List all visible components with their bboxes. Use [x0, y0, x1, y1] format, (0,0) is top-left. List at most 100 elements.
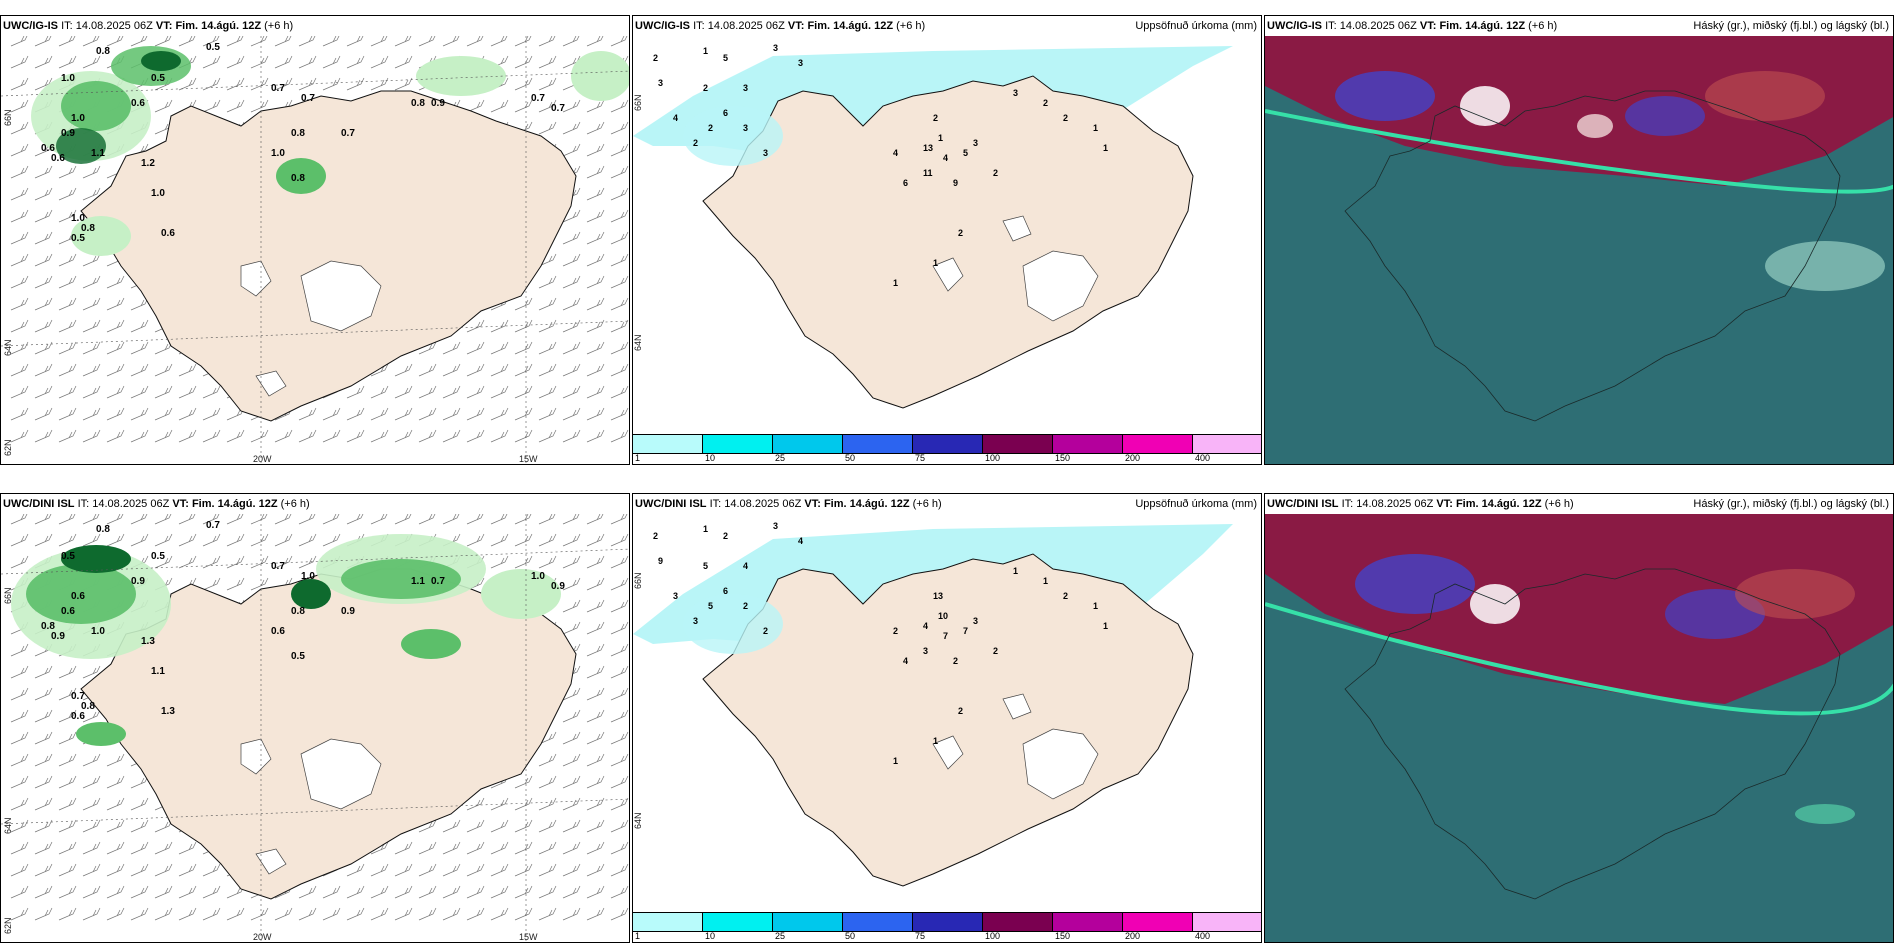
accum-value-label: 1: [1103, 621, 1108, 631]
wind-barb: [346, 885, 365, 899]
wind-barb: [10, 99, 29, 113]
wind-barb: [418, 841, 437, 855]
wind-barb: [586, 407, 605, 421]
colorbar-swatch: [913, 435, 983, 453]
wind-barb: [514, 514, 532, 525]
precip-area: [76, 722, 126, 746]
wind-barb: [490, 514, 508, 525]
accum-value-label: 2: [893, 626, 898, 636]
precip-value-label: 1.0: [301, 571, 315, 582]
wind-barb: [514, 533, 533, 547]
wind-barb: [178, 407, 197, 421]
wind-barb: [58, 514, 76, 525]
wind-barb: [178, 533, 197, 547]
wind-barb: [538, 297, 557, 311]
wind-barb: [586, 363, 605, 377]
wind-barb: [298, 36, 316, 47]
wind-barb: [322, 514, 340, 525]
wind-barb: [154, 841, 173, 855]
wind-barb: [298, 407, 317, 421]
wind-barb: [586, 687, 605, 701]
accum-value-label: 2: [763, 626, 768, 636]
wind-barb: [586, 514, 604, 525]
precip-value-label: 0.9: [51, 631, 65, 642]
wind-barb: [274, 555, 293, 569]
wind-barb: [490, 885, 509, 899]
wind-barb: [610, 907, 629, 921]
wind-barb: [610, 797, 629, 811]
wind-barb: [130, 36, 148, 47]
wind-barb: [130, 407, 149, 421]
wind-barb: [10, 555, 29, 569]
wind-barb: [250, 577, 269, 591]
wind-barb: [82, 429, 101, 443]
wind-barb: [346, 407, 365, 421]
colorbar-label: 400: [1195, 931, 1211, 941]
wind-barb: [34, 885, 53, 899]
iceland-outline: [1344, 568, 1841, 900]
wind-barb: [370, 863, 389, 877]
wind-barb: [82, 775, 101, 789]
wind-barb: [466, 99, 485, 113]
colorbar-swatch: [1053, 913, 1123, 931]
wind-barb: [538, 253, 557, 267]
wind-barb: [154, 907, 173, 921]
wind-barb: [82, 407, 101, 421]
wind-barb: [562, 775, 581, 789]
wind-barb: [610, 319, 629, 333]
glacier: [1022, 728, 1099, 800]
precip-map: 0.8 0.70.5 0.50.90.70.61.00.61.1 0.70.80.9 1…: [1, 514, 629, 942]
wind-barb: [178, 363, 197, 377]
precip-value-label: 0.8: [81, 223, 95, 234]
wind-barb: [106, 385, 125, 399]
wind-barb: [154, 863, 173, 877]
wind-barb: [370, 385, 389, 399]
wind-barb: [130, 907, 149, 921]
wind-barb: [538, 363, 557, 377]
precip-value-label: 0.7: [551, 103, 565, 114]
wind-barb: [178, 514, 196, 525]
cloud-map: [1265, 36, 1893, 464]
panel-title: UWC/IG-IS IT: 14.08.2025 06Z VT: Fim. 14…: [635, 20, 926, 32]
wind-barb: [346, 77, 365, 91]
wind-barb: [418, 36, 436, 47]
wind-barb: [58, 363, 77, 377]
high-cloud-band: [1265, 36, 1893, 186]
accum-value-label: 6: [723, 586, 728, 596]
wind-barb: [514, 555, 533, 569]
wind-barb: [34, 231, 53, 245]
mid-cloud: [1355, 554, 1475, 614]
wind-barb: [178, 429, 197, 443]
colorbar-label: 150: [1055, 931, 1071, 941]
glacier: [300, 260, 382, 332]
wind-barb: [370, 77, 389, 91]
wind-barb: [106, 775, 125, 789]
precip-value-label: 0.9: [61, 128, 75, 139]
wind-barb: [202, 77, 221, 91]
precip-value-label: 1.0: [71, 113, 85, 124]
precip-value-label: 0.8: [41, 621, 55, 632]
wind-barb: [34, 863, 53, 877]
wind-barb: [202, 907, 221, 921]
wind-barb: [586, 863, 605, 877]
colorbar-label: 150: [1055, 453, 1071, 463]
wind-barb: [562, 753, 581, 767]
wind-barb: [586, 621, 605, 635]
wind-barb: [274, 36, 292, 47]
wind-barb: [442, 363, 461, 377]
wind-barb: [154, 514, 172, 525]
wind-barb: [562, 885, 581, 899]
wind-barb: [586, 555, 605, 569]
wind-barb: [202, 577, 221, 591]
panel-accum-igis: UWC/IG-IS IT: 14.08.2025 06Z VT: Fim. 14…: [632, 15, 1262, 465]
wind-barb: [562, 555, 581, 569]
accum-value-label: 1: [1103, 143, 1108, 153]
wind-barb: [562, 841, 581, 855]
accum-value-label: 3: [693, 616, 698, 626]
wind-barb: [34, 775, 53, 789]
lat-label: 62N: [3, 439, 13, 456]
wind-barb: [10, 731, 29, 745]
wind-barb: [274, 429, 293, 443]
precip-value-label: 0.9: [431, 98, 445, 109]
